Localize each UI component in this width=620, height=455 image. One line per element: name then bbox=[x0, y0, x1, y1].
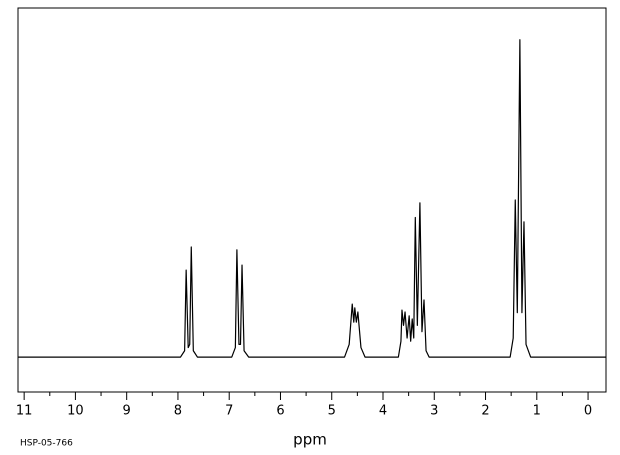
x-tick-label: 10 bbox=[67, 404, 84, 419]
x-tick-label: 6 bbox=[276, 404, 284, 419]
plot-frame bbox=[17, 7, 607, 393]
x-tick-label: 1 bbox=[533, 404, 541, 419]
x-tick-label: 4 bbox=[379, 404, 387, 419]
x-tick-label: 5 bbox=[328, 404, 336, 419]
spectrum-line bbox=[18, 39, 606, 358]
x-tick-label: 2 bbox=[481, 404, 489, 419]
x-tick-label: 3 bbox=[430, 404, 438, 419]
x-tick-label: 0 bbox=[584, 404, 592, 419]
x-tick-label: 11 bbox=[16, 404, 33, 419]
x-tick-label: 8 bbox=[174, 404, 182, 419]
x-tick-label: 9 bbox=[123, 404, 131, 419]
footnote: HSP-05-766 bbox=[20, 439, 73, 449]
x-axis-label: ppm bbox=[293, 431, 327, 449]
x-tick-label: 7 bbox=[225, 404, 233, 419]
